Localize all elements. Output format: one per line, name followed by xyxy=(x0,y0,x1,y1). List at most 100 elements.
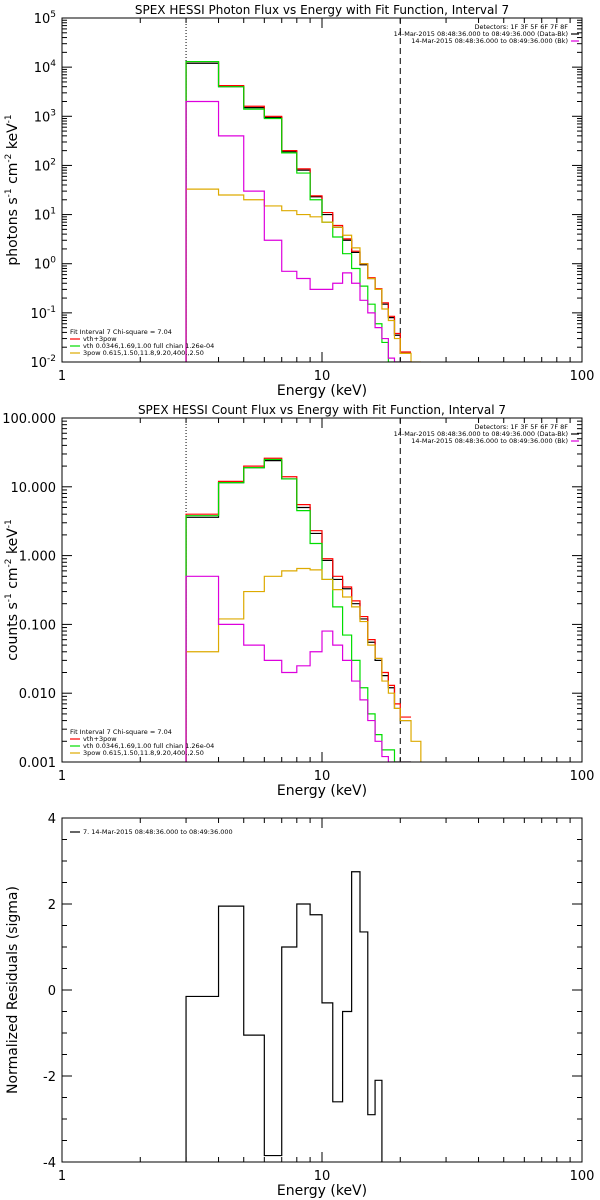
x-axis-label: Energy (keV) xyxy=(277,1183,367,1199)
info-line: Detectors: 1F 3F 5F 6F 7F 8F xyxy=(474,423,568,431)
legend-title: Fit Interval 7 Chi-square = 7.04 xyxy=(70,728,172,736)
y-tick-label: 4 xyxy=(48,812,56,827)
y-axis-label-exponent: -1 xyxy=(4,519,14,528)
y-tick-label-base: 10.000 xyxy=(11,481,57,496)
y-tick-label: -4 xyxy=(43,1156,56,1171)
chart-panel-2: SPEX HESSI Count Flux vs Energy with Fit… xyxy=(2,403,594,799)
y-axis-label-exponent: -2 xyxy=(4,558,14,567)
legend-label: vth+3pow xyxy=(83,735,117,743)
y-tick-label-exponent: 5 xyxy=(50,10,56,20)
y-tick-marks xyxy=(62,17,582,363)
series-line-data xyxy=(185,460,412,762)
legend-label: vth+3pow xyxy=(83,335,117,343)
y-tick-label-base: 10 xyxy=(30,356,47,371)
y-tick-label: 105 xyxy=(34,10,56,27)
y-tick-label-exponent: 4 xyxy=(50,59,56,69)
plot-frame xyxy=(61,17,583,363)
y-tick-label: 102 xyxy=(34,157,56,174)
x-tick-marks xyxy=(61,818,571,1162)
y-tick-label: 10-1 xyxy=(30,305,56,322)
series-line-vth2 xyxy=(185,100,412,362)
y-tick-label: 10-2 xyxy=(30,354,56,371)
y-tick-label-base: 0.100 xyxy=(19,618,56,633)
series-line-total xyxy=(185,457,412,762)
y-axis-label-part: Normalized Residuals (sigma) xyxy=(5,886,21,1094)
y-axis-label-part: photons s xyxy=(5,197,21,265)
x-axis-label: Energy (keV) xyxy=(277,383,367,399)
y-tick-label-exponent: 2 xyxy=(50,157,56,167)
x-tick-label: 1 xyxy=(58,369,66,384)
plot-frame xyxy=(61,417,583,763)
x-tick-label: 1 xyxy=(58,1169,66,1184)
x-tick-marks xyxy=(61,418,571,762)
y-axis-label: Normalized Residuals (sigma) xyxy=(5,886,21,1094)
y-tick-label-exponent: -1 xyxy=(47,305,56,315)
y-tick-label-base: 10 xyxy=(34,209,51,224)
chart-panel-1: SPEX HESSI Photon Flux vs Energy with Fi… xyxy=(4,3,594,399)
y-tick-label: 0 xyxy=(48,984,56,999)
x-tick-label: 10 xyxy=(314,1169,331,1184)
y-tick-marks xyxy=(62,417,582,763)
y-tick-label-base: -2 xyxy=(43,1070,56,1085)
info-line: 14-Mar-2015 08:48:36.000 to 08:49:36.000… xyxy=(394,30,568,38)
info-line: 14-Mar-2015 08:48:36.000 to 08:49:36.000… xyxy=(394,430,568,438)
info-line: 14-Mar-2015 08:48:36.000 to 08:49:36.000… xyxy=(411,37,568,45)
y-tick-label-base: 10 xyxy=(30,307,47,322)
y-axis-label-part: cm xyxy=(5,163,21,189)
y-tick-label: 100 xyxy=(34,256,57,273)
info-line: Detectors: 1F 3F 5F 6F 7F 8F xyxy=(474,23,568,31)
y-tick-label: 0.010 xyxy=(19,687,56,702)
y-axis-label-part: keV xyxy=(5,123,21,154)
series-line-data xyxy=(185,62,412,362)
series-line-3pow xyxy=(185,567,422,762)
y-axis-label: photons s-1 cm-2 keV-1 xyxy=(4,114,21,265)
y-tick-label-base: 0.010 xyxy=(19,687,56,702)
y-axis-label-exponent: -1 xyxy=(4,114,14,123)
y-tick-label-exponent: 1 xyxy=(50,207,56,217)
info-line: 14-Mar-2015 08:48:36.000 to 08:49:36.000… xyxy=(411,437,568,445)
y-tick-label: 100.000 xyxy=(2,412,56,427)
series-line-vth xyxy=(185,60,412,362)
x-tick-label: 100 xyxy=(570,1169,595,1184)
y-tick-label-base: 100.000 xyxy=(2,412,56,427)
series-line-3pow xyxy=(185,188,421,362)
y-tick-label-base: 10 xyxy=(34,61,51,76)
y-tick-label-base: 0.001 xyxy=(19,756,56,771)
chart-title: SPEX HESSI Count Flux vs Energy with Fit… xyxy=(138,403,506,417)
legend-label: 7. 14-Mar-2015 08:48:36.000 to 08:49:36.… xyxy=(83,828,233,836)
y-tick-label: 104 xyxy=(34,59,57,76)
y-tick-label-base: -4 xyxy=(43,1156,56,1171)
chart-title: SPEX HESSI Photon Flux vs Energy with Fi… xyxy=(135,3,509,17)
y-tick-label: 0.001 xyxy=(19,756,56,771)
y-tick-label-base: 10 xyxy=(34,12,51,27)
y-axis-label-part: cm xyxy=(5,567,21,593)
legend-label: 3pow 0.615,1.50,11.8,9.20,400.,2.50 xyxy=(83,349,204,357)
y-tick-label: 2 xyxy=(48,898,56,913)
y-tick-label-base: 10 xyxy=(34,159,51,174)
x-tick-label: 100 xyxy=(570,769,595,784)
y-tick-label: 10.000 xyxy=(11,481,57,496)
y-tick-label-exponent: 0 xyxy=(50,256,56,266)
series-line-total xyxy=(185,60,412,362)
legend-label: 3pow 0.615,1.50,11.8,9.20,400.,2.50 xyxy=(83,749,204,757)
y-tick-label-exponent: 3 xyxy=(50,108,56,118)
y-axis-label-part: keV xyxy=(5,528,21,559)
y-tick-label-base: 4 xyxy=(48,812,56,827)
series-line-vth xyxy=(185,458,412,762)
y-tick-label-base: 1.000 xyxy=(19,550,56,565)
y-tick-label-exponent: -2 xyxy=(47,354,56,364)
y-tick-label: 0.100 xyxy=(19,618,56,633)
y-axis-label: counts s-1 cm-2 keV-1 xyxy=(4,519,21,661)
series-line-vth2 xyxy=(185,575,412,762)
x-tick-label: 10 xyxy=(314,769,331,784)
plot-frame xyxy=(61,817,583,1163)
x-tick-marks xyxy=(61,18,571,362)
x-tick-label: 1 xyxy=(58,769,66,784)
y-tick-label: 1.000 xyxy=(19,550,56,565)
chart-panel-3: 1 10 100 -4 -2 0 2 4 Energy (keV) Normalized Resi… xyxy=(5,812,594,1199)
series-group xyxy=(185,871,383,1162)
x-axis-label: Energy (keV) xyxy=(277,783,367,799)
y-tick-label-base: 10 xyxy=(34,258,51,273)
y-tick-label-base: 2 xyxy=(48,898,56,913)
